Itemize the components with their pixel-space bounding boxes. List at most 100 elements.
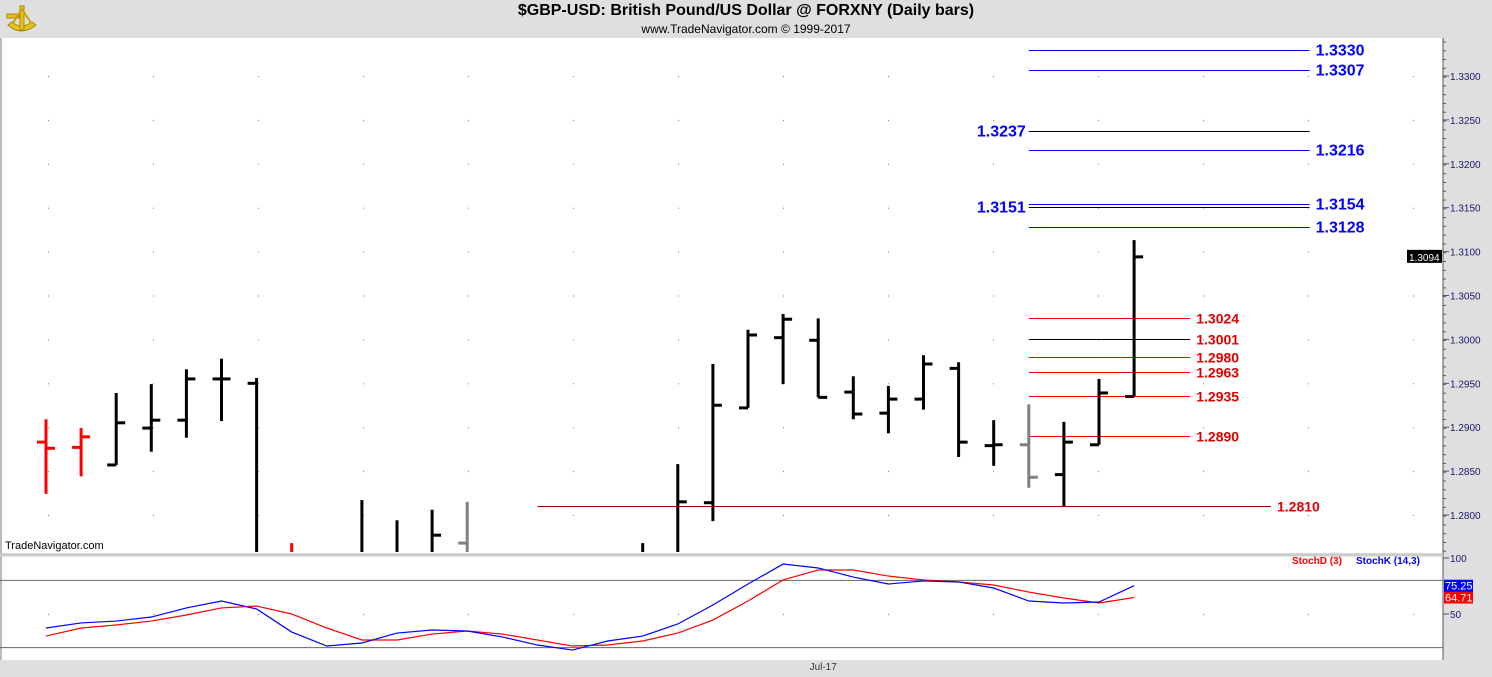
grid-dot bbox=[1308, 383, 1309, 385]
grid-dot bbox=[468, 207, 469, 209]
grid-dot bbox=[573, 339, 574, 341]
price-panel bbox=[0, 38, 1443, 553]
grid-dot bbox=[993, 163, 994, 165]
grid-dot bbox=[783, 295, 784, 297]
price-bar bbox=[809, 318, 828, 399]
grid-dot bbox=[153, 339, 154, 341]
grid-dot bbox=[888, 251, 889, 253]
y-tick-label: 1.2900 bbox=[1450, 423, 1481, 434]
grid-dot bbox=[1098, 471, 1099, 473]
grid-dot bbox=[1203, 251, 1204, 253]
grid-dot bbox=[363, 614, 364, 615]
grid-dot bbox=[993, 207, 994, 209]
grid-dot bbox=[1308, 163, 1309, 165]
grid-dot bbox=[363, 295, 364, 297]
price-bar bbox=[247, 378, 259, 552]
grid-dot bbox=[48, 515, 49, 516]
price-bar bbox=[676, 464, 687, 552]
stoch-y-label: 100 bbox=[1450, 554, 1467, 565]
grid-dot bbox=[1203, 119, 1204, 121]
stoch-panel bbox=[0, 556, 1443, 660]
grid-dot bbox=[1098, 76, 1099, 77]
y-tick-label: 1.2800 bbox=[1450, 511, 1481, 522]
legend-stochd: StochD (3) bbox=[1292, 556, 1342, 567]
grid-dot bbox=[783, 427, 784, 429]
grid-dot bbox=[678, 383, 679, 385]
grid-dot bbox=[48, 427, 49, 429]
grid-dot bbox=[258, 614, 259, 615]
grid-dot bbox=[468, 295, 469, 297]
grid-dot bbox=[153, 119, 154, 121]
grid-dot bbox=[1308, 339, 1309, 341]
y-tick-label: 1.2950 bbox=[1450, 379, 1481, 390]
grid-dot bbox=[1203, 76, 1204, 77]
watermark: TradeNavigator.com bbox=[5, 540, 104, 552]
stoch-last-value: 64.71 bbox=[1445, 593, 1473, 605]
grid-dot bbox=[468, 383, 469, 385]
grid-dot bbox=[468, 76, 469, 77]
stoch-last-badge bbox=[1444, 579, 1473, 592]
grid-dot bbox=[363, 163, 364, 165]
grid-dot bbox=[48, 295, 49, 297]
grid-dot bbox=[573, 383, 574, 385]
price-bars bbox=[37, 240, 1144, 552]
price-bar bbox=[1090, 378, 1108, 447]
chart-title: $GBP-USD: British Pound/US Dollar @ FORX… bbox=[517, 2, 975, 19]
grid-dot bbox=[993, 339, 994, 341]
grid-dot bbox=[468, 339, 469, 341]
grid-dot bbox=[783, 119, 784, 121]
grid-dot bbox=[888, 119, 889, 121]
grid-dot bbox=[1203, 471, 1204, 473]
y-tick-label: 1.3200 bbox=[1450, 160, 1481, 171]
grid-dot bbox=[783, 207, 784, 209]
price-bar bbox=[142, 384, 161, 452]
price-bar bbox=[430, 509, 442, 552]
grid-dot bbox=[153, 515, 154, 516]
level-label: 1.3128 bbox=[1316, 220, 1365, 237]
grid-dot bbox=[258, 163, 259, 165]
grid-dot bbox=[783, 515, 784, 516]
grid-dot bbox=[258, 427, 259, 429]
grid-dot bbox=[1203, 427, 1204, 429]
grid-dot bbox=[783, 163, 784, 165]
level-label: 1.2810 bbox=[1277, 499, 1320, 515]
grid-dot bbox=[783, 76, 784, 77]
y-tick-label: 1.3300 bbox=[1450, 72, 1481, 83]
price-bar bbox=[879, 385, 898, 434]
grid-dot bbox=[153, 383, 154, 385]
sextant-logo-icon bbox=[6, 5, 37, 32]
y-tick-label: 1.3100 bbox=[1450, 248, 1481, 259]
grid-dot bbox=[1413, 339, 1414, 341]
grid-dot bbox=[1413, 427, 1414, 429]
grid-dot bbox=[258, 515, 259, 516]
grid-dot bbox=[573, 471, 574, 473]
grid-dot bbox=[363, 383, 364, 385]
last-price-label: 1.3094 bbox=[1409, 253, 1440, 264]
grid-dot bbox=[258, 295, 259, 297]
grid-dot bbox=[258, 119, 259, 121]
grid-dot bbox=[1203, 295, 1204, 297]
y-tick-label: 1.3250 bbox=[1450, 116, 1481, 127]
grid-dot bbox=[993, 295, 994, 297]
grid-dot bbox=[1098, 515, 1099, 516]
grid-dot bbox=[678, 163, 679, 165]
grid-dot bbox=[1098, 119, 1099, 121]
grid-dot bbox=[1308, 295, 1309, 297]
grid-dot bbox=[1098, 295, 1099, 297]
grid-dot bbox=[468, 119, 469, 121]
grid-dot bbox=[48, 614, 49, 615]
grid-dot bbox=[888, 471, 889, 473]
grid-dot bbox=[1308, 251, 1309, 253]
grid-dot bbox=[1413, 295, 1414, 297]
price-bar bbox=[739, 329, 757, 410]
level-label: 1.3001 bbox=[1196, 332, 1239, 348]
stoch-last-badge bbox=[1444, 591, 1473, 604]
stoch-last-value: 75.25 bbox=[1445, 581, 1473, 593]
grid-dot bbox=[48, 339, 49, 341]
grid-dot bbox=[993, 119, 994, 121]
grid-dot bbox=[153, 76, 154, 77]
grid-dot bbox=[783, 614, 784, 615]
price-bar bbox=[458, 501, 469, 552]
grid-dot bbox=[363, 119, 364, 121]
